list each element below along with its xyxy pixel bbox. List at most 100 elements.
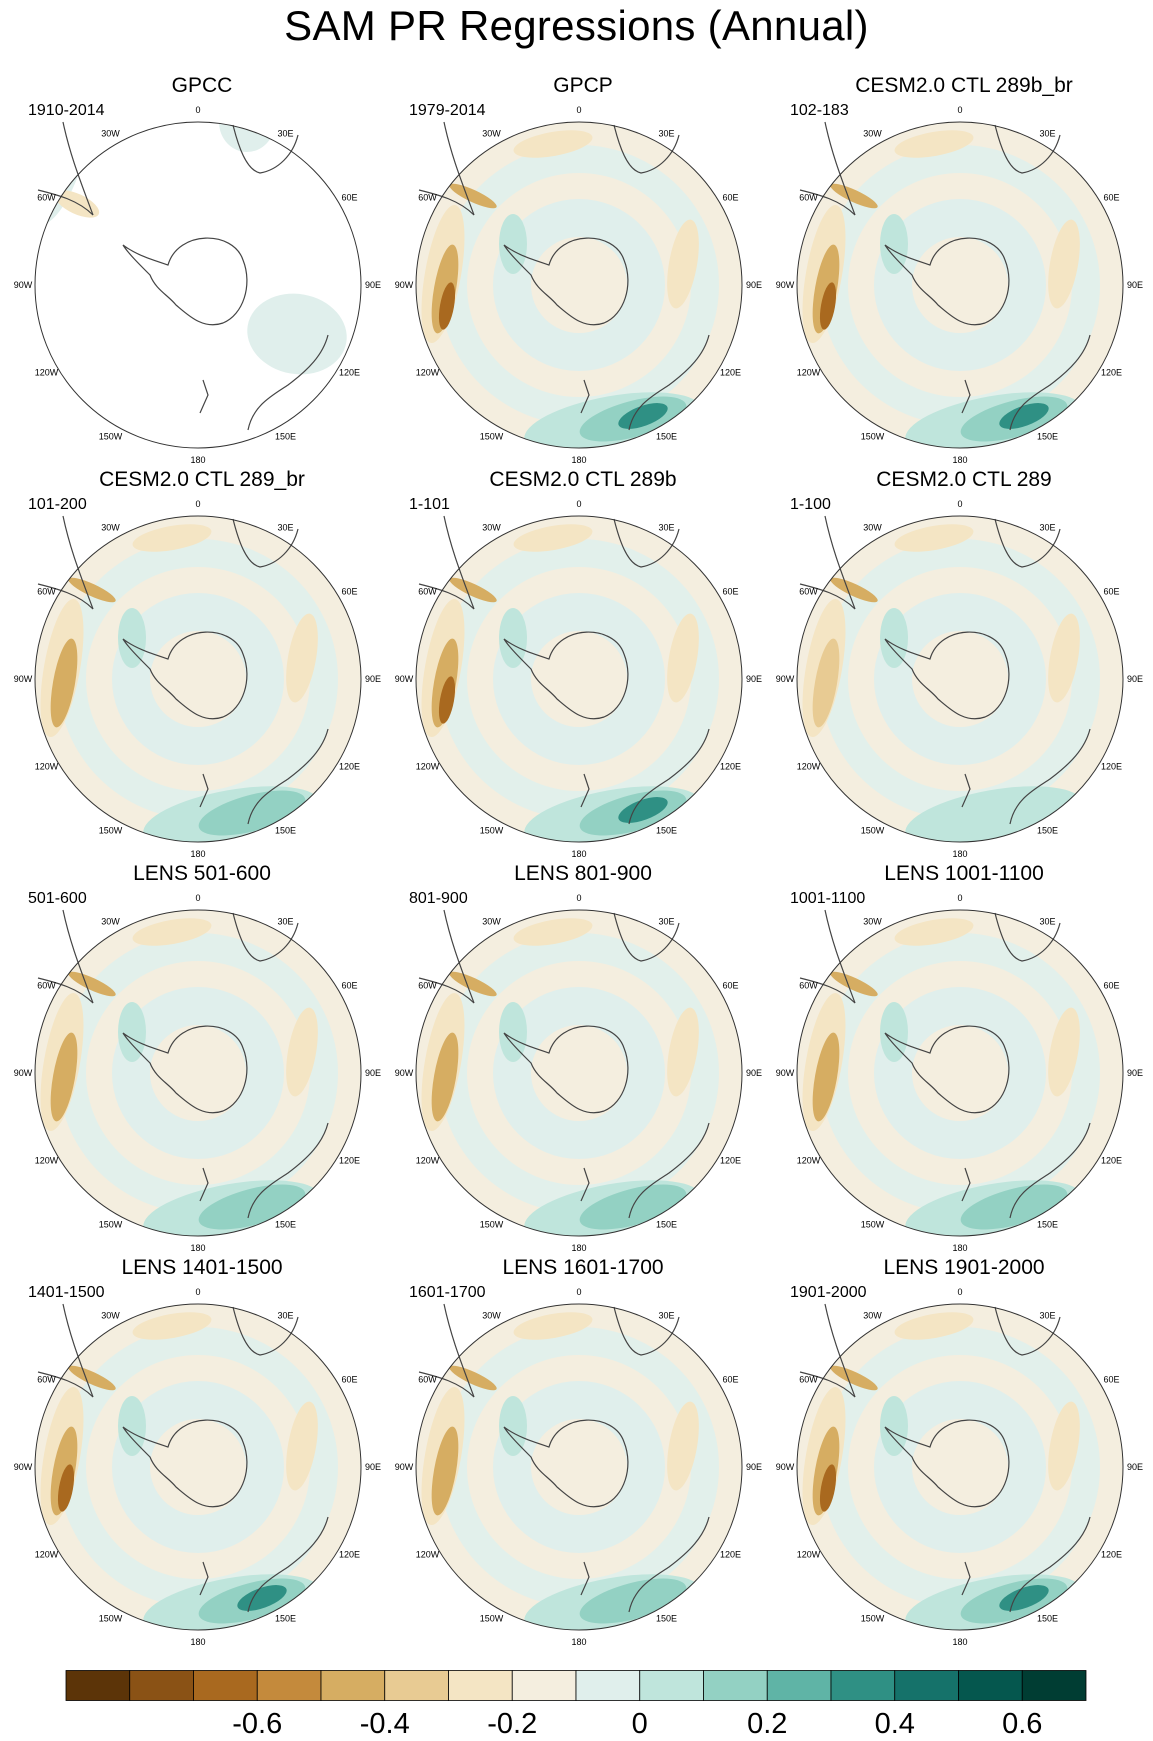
longitude-label: 30W xyxy=(101,1310,120,1320)
precip-field xyxy=(416,1304,742,1630)
colorbar-swatch xyxy=(65,1670,131,1701)
longitude-label: 90E xyxy=(365,674,381,684)
map-border xyxy=(34,121,362,449)
map-border xyxy=(415,515,743,843)
colorbar-tick-label: 0.4 xyxy=(874,1708,915,1740)
new-zealand-coastline xyxy=(199,773,209,808)
negative-anomaly xyxy=(449,1365,497,1391)
positive-anomaly xyxy=(880,1002,908,1062)
negative-anomaly xyxy=(50,638,78,728)
longitude-label: 0 xyxy=(957,893,962,903)
panel-title: GPCP xyxy=(553,74,613,97)
longitude-label: 120E xyxy=(1101,1156,1122,1166)
longitude-label: 150W xyxy=(861,826,885,836)
australia-coastline xyxy=(1009,1122,1091,1219)
longitude-label: 180 xyxy=(571,1243,586,1253)
land-anomaly xyxy=(219,122,275,152)
negative-anomaly xyxy=(812,638,840,728)
polar-map: 0 30E 60E 90E 120E 150E 180 150W 120W 90W 60W 30W xyxy=(395,105,762,465)
longitude-label: 0 xyxy=(195,499,200,509)
longitude-label: 150E xyxy=(275,1614,296,1624)
negative-anomaly xyxy=(513,1312,593,1340)
longitude-label: 0 xyxy=(957,499,962,509)
longitude-label: 120E xyxy=(720,1550,741,1560)
longitude-label: 150E xyxy=(656,432,677,442)
precip-field xyxy=(797,910,1123,1236)
longitude-label: 90W xyxy=(776,1068,795,1078)
colorbar-swatch xyxy=(766,1670,832,1701)
polar-map: 0 30E 60E 90E 120E 150E 180 150W 120W 90W 60W 30W xyxy=(14,499,381,859)
longitude-label: 180 xyxy=(190,1243,205,1253)
negative-anomaly xyxy=(894,130,974,158)
negative-anomaly xyxy=(830,183,878,209)
longitude-label: 150W xyxy=(480,1614,504,1624)
longitude-label: 120E xyxy=(1101,1550,1122,1560)
australia-coastline xyxy=(1009,334,1091,431)
longitude-label: 150W xyxy=(861,432,885,442)
south-america-coastline xyxy=(799,583,856,610)
longitude-label: 60W xyxy=(799,587,818,597)
longitude-label: 30E xyxy=(658,916,674,926)
longitude-label: 120W xyxy=(797,1156,821,1166)
longitude-label: 60E xyxy=(342,981,358,991)
positive-anomaly xyxy=(499,214,527,274)
panel-title: CESM2.0 CTL 289b_br xyxy=(855,74,1073,97)
map-border xyxy=(415,121,743,449)
negative-anomaly xyxy=(449,577,497,603)
panel-period: 1901-2000 xyxy=(790,1284,867,1301)
longitude-label: 150E xyxy=(275,1220,296,1230)
colorbar-swatch xyxy=(384,1670,449,1701)
longitude-label: 30E xyxy=(277,522,293,532)
longitude-label: 120W xyxy=(35,368,59,378)
panel-period: 1-100 xyxy=(790,496,831,513)
longitude-label: 30E xyxy=(658,1310,674,1320)
negative-anomaly xyxy=(132,918,212,946)
longitude-label: 150W xyxy=(99,1614,123,1624)
new-zealand-coastline xyxy=(961,1561,971,1596)
map-border xyxy=(34,515,362,843)
longitude-label: 90E xyxy=(1127,1462,1143,1472)
longitude-label: 60E xyxy=(1104,1375,1120,1385)
antarctica-coastline xyxy=(122,237,248,326)
longitude-label: 90W xyxy=(395,674,414,684)
panel-title: LENS 801-900 xyxy=(514,862,652,885)
longitude-label: 90E xyxy=(365,1068,381,1078)
negative-anomaly xyxy=(132,1312,212,1340)
longitude-label: 90W xyxy=(14,1068,33,1078)
longitude-label: 90E xyxy=(365,280,381,290)
longitude-label: 30E xyxy=(277,1310,293,1320)
panel-period: 1-101 xyxy=(409,496,450,513)
longitude-label: 180 xyxy=(952,1243,967,1253)
antarctica-coastline xyxy=(884,237,1010,326)
negative-anomaly xyxy=(1048,1007,1080,1097)
negative-anomaly xyxy=(449,183,497,209)
map-border xyxy=(415,909,743,1237)
south-america-coastline xyxy=(799,189,856,216)
longitude-label: 120W xyxy=(416,368,440,378)
longitude-label: 180 xyxy=(190,455,205,465)
panel-title: GPCC xyxy=(171,74,233,97)
longitude-label: 150E xyxy=(656,826,677,836)
map-border xyxy=(34,909,362,1237)
panel-title: LENS 1901-2000 xyxy=(883,1256,1045,1279)
longitude-label: 30W xyxy=(863,916,882,926)
longitude-label: 60E xyxy=(1104,587,1120,597)
longitude-label: 120E xyxy=(339,368,360,378)
negative-anomaly xyxy=(894,524,974,552)
australia-coastline xyxy=(247,1516,329,1613)
south-america-coastline xyxy=(824,909,856,1004)
colorbar-swatch xyxy=(639,1670,704,1701)
longitude-label: 120E xyxy=(339,1156,360,1166)
longitude-label: 90W xyxy=(776,674,795,684)
australia-coastline xyxy=(1009,728,1091,825)
map-panel: CESM2.0 CTL 289b 0 30E 60E 90E 120E 150E 180 150… xyxy=(395,468,763,864)
panel-title: CESM2.0 CTL 289_br xyxy=(99,468,305,491)
new-zealand-coastline xyxy=(580,773,590,808)
panel-period: 1910-2014 xyxy=(28,102,105,119)
negative-anomaly xyxy=(132,524,212,552)
longitude-label: 120E xyxy=(339,762,360,772)
colorbar-tick-label: 0.2 xyxy=(747,1708,788,1740)
longitude-label: 30W xyxy=(863,128,882,138)
longitude-label: 60W xyxy=(799,981,818,991)
longitude-label: 150W xyxy=(861,1614,885,1624)
